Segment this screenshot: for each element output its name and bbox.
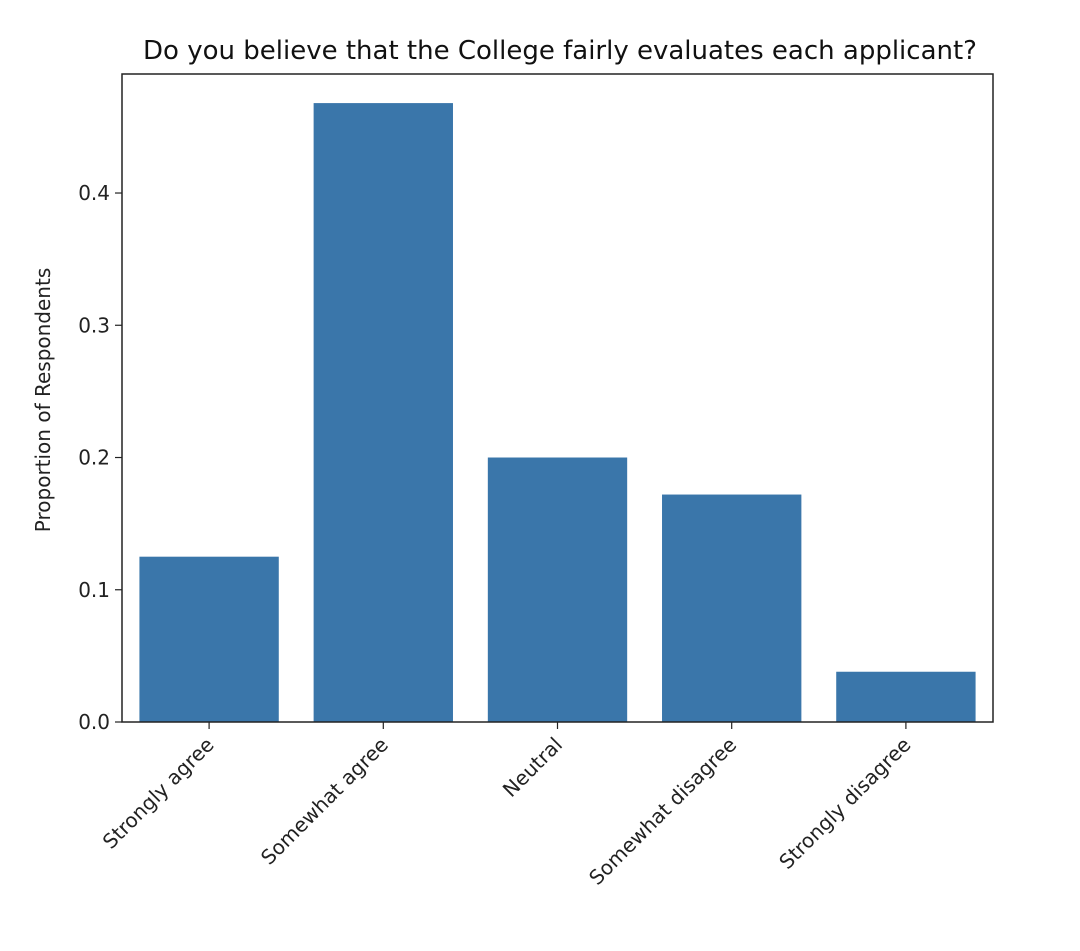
bar-strongly-agree xyxy=(139,556,279,722)
bar-somewhat-agree xyxy=(313,103,453,723)
plot-area-frame xyxy=(121,73,994,723)
bars-group xyxy=(139,103,976,723)
bar-somewhat-disagree xyxy=(662,494,802,722)
y-axis-label: Proportion of Respondents xyxy=(31,268,55,532)
y-tick-label: 0.0 xyxy=(78,710,110,734)
chart-title: Do you believe that the College fairly e… xyxy=(143,36,977,66)
x-tick-label: Strongly disagree xyxy=(774,733,915,874)
x-tick-label: Strongly agree xyxy=(98,733,219,854)
x-tick-label: Somewhat disagree xyxy=(584,733,741,890)
bar-strongly-disagree xyxy=(836,671,976,722)
x-tick-label: Somewhat agree xyxy=(256,733,393,870)
y-axis-ticks: 0.0 0.1 0.2 0.3 0.4 xyxy=(78,181,122,734)
x-axis-ticks: Strongly agree Somewhat agree Neutral Somew… xyxy=(98,722,915,890)
x-tick-label: Neutral xyxy=(498,733,567,802)
y-tick-label: 0.1 xyxy=(78,578,110,602)
y-tick-label: 0.3 xyxy=(78,313,110,337)
bar-neutral xyxy=(487,457,628,722)
y-tick-label: 0.4 xyxy=(78,181,110,205)
y-tick-label: 0.2 xyxy=(78,446,110,470)
